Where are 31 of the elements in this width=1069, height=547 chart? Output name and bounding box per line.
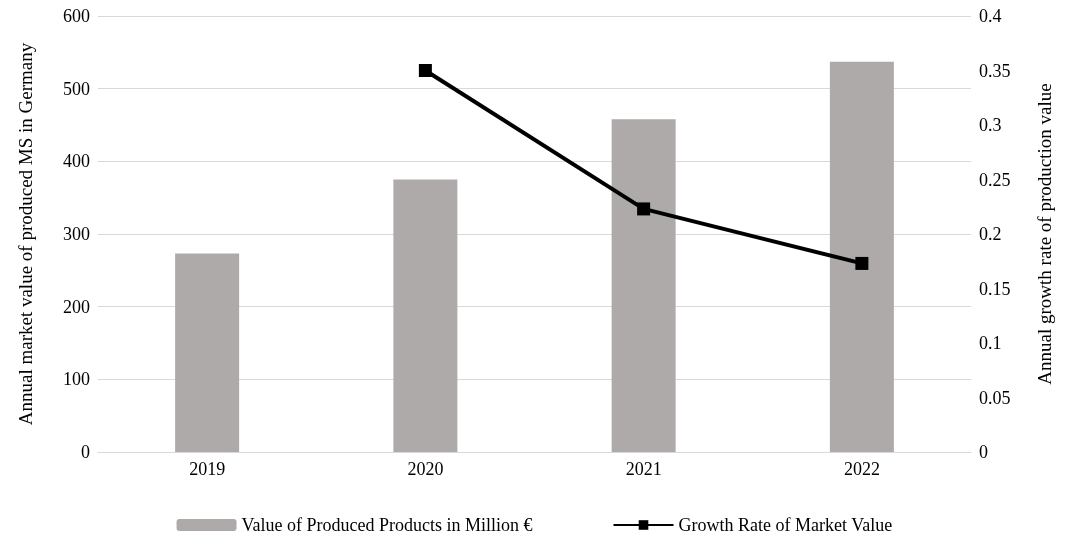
y2-tick-label: 0.4 <box>979 6 1002 26</box>
y2-tick-label: 0 <box>979 442 988 462</box>
x-tick-label: 2019 <box>189 459 226 479</box>
bar <box>829 61 894 452</box>
point <box>418 64 432 77</box>
y-tick-label: 400 <box>63 151 90 172</box>
y2-axis-title: Annual growth rate of production value <box>1033 83 1055 385</box>
y2-tick-label: 0.15 <box>979 278 1011 299</box>
y2-tick-label: 0.2 <box>979 224 1002 244</box>
y2-tick-label: 0.05 <box>979 387 1011 408</box>
point <box>637 202 651 216</box>
x-tick-label: 2020 <box>407 459 444 479</box>
y-tick-label: 300 <box>63 224 90 244</box>
bar <box>393 179 458 452</box>
y-tick-label: 600 <box>63 6 90 26</box>
y-tick-label: 200 <box>63 296 90 317</box>
legend-label: Growth Rate of Market Value <box>678 515 893 535</box>
y2-tick-label: 0.3 <box>979 115 1002 135</box>
y2-tick-label: 0.1 <box>979 333 1002 353</box>
y-axis-title: Annual market value of produced MS in Germany <box>14 42 36 426</box>
x-tick-label: 2022 <box>843 459 880 479</box>
y2-tick-label: 0.25 <box>979 169 1011 190</box>
bar <box>611 119 676 452</box>
x-tick-label: 2021 <box>625 459 662 479</box>
y2-tick-label: 0.35 <box>979 60 1011 81</box>
bar <box>175 253 240 452</box>
y-tick-label: 0 <box>81 442 90 462</box>
y-tick-label: 100 <box>63 369 90 390</box>
legend-label: Value of Produced Products in Million € <box>241 515 533 535</box>
y-tick-label: 500 <box>63 78 90 99</box>
point <box>855 256 869 270</box>
